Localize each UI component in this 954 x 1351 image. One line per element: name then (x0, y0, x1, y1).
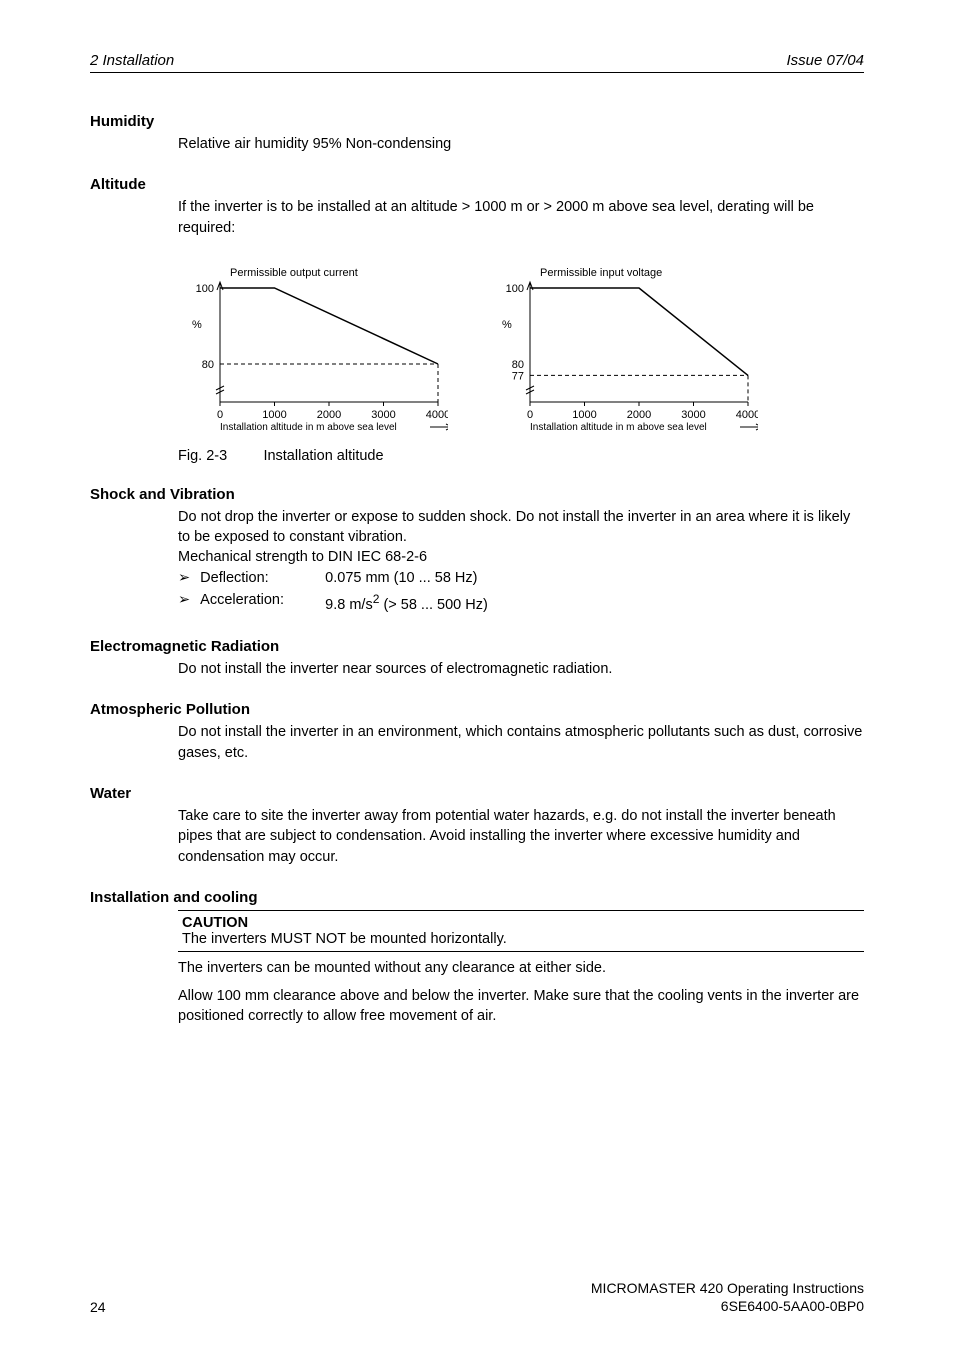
shock-bullet-1: ➢ Deflection: 0.075 mm (10 ... 58 Hz) (178, 568, 864, 590)
svg-text:100: 100 (196, 283, 214, 295)
emc-text: Do not install the inverter near sources… (178, 659, 864, 679)
shock-p2: Mechanical strength to DIN IEC 68-2-6 (178, 547, 864, 567)
altitude-charts: Permissible output current%8010001000200… (178, 262, 864, 432)
bullet-value: 9.8 m/s2 (> 58 ... 500 Hz) (325, 590, 488, 617)
pollution-text: Do not install the inverter in an enviro… (178, 722, 864, 763)
svg-text:Permissible input voltage: Permissible input voltage (540, 267, 662, 279)
page-number: 24 (90, 1299, 106, 1315)
svg-text:2000: 2000 (317, 409, 341, 421)
chart-input-voltage: Permissible input voltage%77801000100020… (488, 262, 758, 432)
svg-text:80: 80 (512, 359, 524, 371)
svg-text:%: % (502, 319, 512, 331)
bullet-value: 0.075 mm (10 ... 58 Hz) (325, 568, 477, 590)
footer-partno: 6SE6400-5AA00-0BP0 (591, 1297, 864, 1315)
svg-text:77: 77 (512, 370, 524, 382)
svg-text:4000: 4000 (426, 409, 448, 421)
fig-label: Fig. 2-3 (178, 448, 227, 464)
caution-block: CAUTION (178, 910, 864, 931)
water-heading: Water (90, 785, 864, 802)
bullet-label: Acceleration: (200, 590, 315, 617)
bullet-label: Deflection: (200, 568, 315, 590)
pollution-heading: Atmospheric Pollution (90, 701, 864, 718)
installation-p2: Allow 100 mm clearance above and below t… (178, 986, 864, 1027)
svg-text:3000: 3000 (681, 409, 705, 421)
footer-right: MICROMASTER 420 Operating Instructions 6… (591, 1279, 864, 1315)
bullet-arrow-icon: ➢ (178, 590, 190, 617)
footer-product: MICROMASTER 420 Operating Instructions (591, 1279, 864, 1297)
humidity-heading: Humidity (90, 113, 864, 130)
installation-p1: The inverters can be mounted without any… (178, 958, 864, 978)
svg-text:Installation altitude in m abo: Installation altitude in m above sea lev… (220, 422, 397, 432)
svg-text:0: 0 (527, 409, 533, 421)
svg-text:%: % (192, 319, 202, 331)
page-header: 2 Installation Issue 07/04 (90, 52, 864, 73)
svg-text:1000: 1000 (262, 409, 286, 421)
altitude-text: If the inverter is to be installed at an… (178, 197, 864, 238)
altitude-heading: Altitude (90, 176, 864, 193)
installation-heading: Installation and cooling (90, 889, 864, 906)
shock-p1: Do not drop the inverter or expose to su… (178, 507, 864, 548)
svg-text:100: 100 (506, 283, 524, 295)
caution-text-block: The inverters MUST NOT be mounted horizo… (178, 931, 864, 952)
caution-label: CAUTION (178, 915, 864, 931)
svg-text:2000: 2000 (627, 409, 651, 421)
header-right: Issue 07/04 (786, 52, 864, 69)
svg-text:Installation altitude in m abo: Installation altitude in m above sea lev… (530, 422, 707, 432)
svg-text:3000: 3000 (371, 409, 395, 421)
emc-heading: Electromagnetic Radiation (90, 638, 864, 655)
shock-heading: Shock and Vibration (90, 486, 864, 503)
header-left: 2 Installation (90, 52, 174, 69)
svg-text:4000: 4000 (736, 409, 758, 421)
water-text: Take care to site the inverter away from… (178, 806, 864, 867)
caution-text: The inverters MUST NOT be mounted horizo… (178, 931, 864, 947)
chart-output-current: Permissible output current%8010001000200… (178, 262, 448, 432)
page-footer: 24 MICROMASTER 420 Operating Instruction… (90, 1279, 864, 1315)
svg-text:80: 80 (202, 359, 214, 371)
shock-bullet-2: ➢ Acceleration: 9.8 m/s2 (> 58 ... 500 H… (178, 590, 864, 617)
bullet-arrow-icon: ➢ (178, 568, 190, 590)
fig-caption: Fig. 2-3 Installation altitude (178, 448, 864, 464)
fig-text: Installation altitude (263, 448, 383, 464)
svg-text:1000: 1000 (572, 409, 596, 421)
svg-text:Permissible output current: Permissible output current (230, 267, 358, 279)
humidity-text: Relative air humidity 95% Non-condensing (178, 134, 864, 154)
svg-text:0: 0 (217, 409, 223, 421)
